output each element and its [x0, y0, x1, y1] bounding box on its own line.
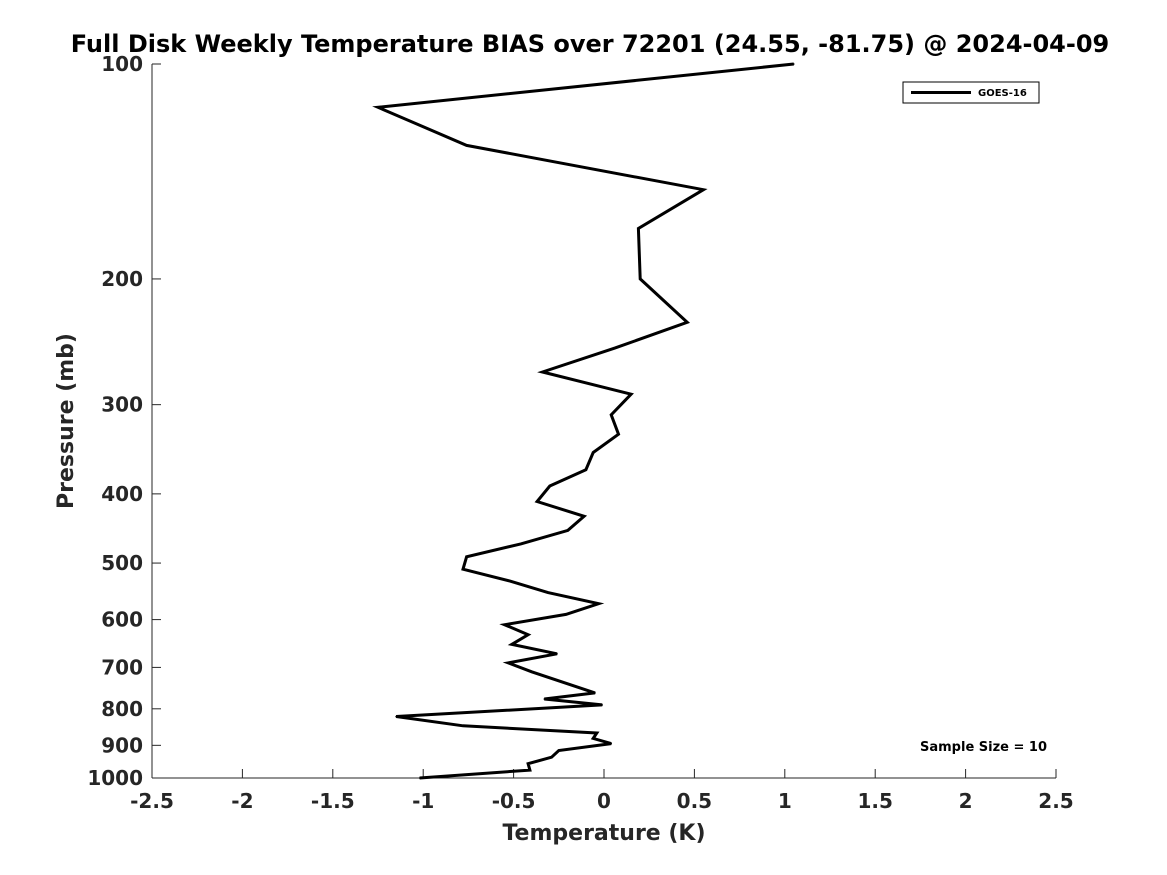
data-point [601, 704, 603, 706]
x-tick-label: -2.5 [130, 789, 174, 813]
legend: GOES-16 [902, 81, 1040, 104]
y-axis-label: Pressure (mb) [54, 333, 79, 509]
x-tick-label: 0.5 [677, 789, 712, 813]
data-point [686, 321, 688, 324]
y-tick-label: 700 [101, 655, 143, 679]
x-tick-label: 0 [597, 789, 611, 813]
data-point [596, 732, 598, 734]
y-tick-label: 500 [101, 551, 143, 575]
data-point [549, 485, 551, 487]
data-point [547, 591, 549, 594]
y-tick-label: 900 [101, 733, 143, 757]
data-point [465, 556, 468, 558]
x-tick-label: 2.5 [1038, 789, 1073, 813]
data-point [567, 529, 569, 532]
data-point [556, 653, 558, 655]
x-axis-label: Temperature (K) [502, 821, 705, 846]
y-tick-label: 600 [101, 608, 143, 632]
y-tick-label: 400 [101, 482, 143, 506]
series-points [377, 63, 795, 779]
data-point [630, 393, 632, 396]
chart-title: Full Disk Weekly Temperature BIAS over 7… [71, 30, 1110, 58]
y-tick-label: 200 [101, 267, 143, 291]
data-point [583, 515, 585, 518]
data-point [530, 671, 533, 673]
data-point [511, 643, 513, 646]
data-point [536, 500, 538, 503]
data-point [585, 468, 587, 471]
data-point [527, 633, 529, 636]
x-tick-label: -2 [231, 789, 253, 813]
data-point [592, 737, 594, 740]
y-ticks: 100 200 300 400 500 600 700 800 900 1000 [87, 52, 161, 790]
data-point [610, 414, 612, 416]
y-tick-label: 1000 [87, 766, 143, 790]
series-line-goes-16 [372, 62, 794, 780]
data-point [614, 347, 616, 349]
data-point [793, 63, 795, 65]
data-point [594, 692, 596, 694]
x-ticks: -2.5 -2 -1.5 -1 -0.5 0 0.5 1 1.5 2 2.5 [130, 769, 1074, 813]
data-point [565, 613, 567, 616]
data-point [465, 144, 468, 147]
x-tick-label: -0.5 [492, 789, 536, 813]
x-tick-label: 1.5 [857, 789, 892, 813]
data-point [543, 698, 546, 700]
data-point [541, 371, 544, 373]
x-tick-label: -1.5 [311, 789, 355, 813]
x-tick-label: -1 [412, 789, 434, 813]
data-point [702, 188, 705, 191]
y-tick-label: 100 [101, 52, 143, 76]
data-point [503, 623, 506, 626]
x-tick-label: 2 [959, 789, 973, 813]
data-point [418, 777, 421, 779]
data-point [377, 106, 379, 109]
data-point [550, 756, 553, 758]
data-point [462, 725, 464, 727]
data-point [529, 769, 531, 771]
data-point [507, 662, 510, 664]
data-point [520, 543, 522, 545]
legend-label-goes-16: GOES-16 [978, 88, 1027, 99]
data-point [597, 602, 600, 605]
data-point [592, 451, 594, 454]
y-tick-label: 300 [101, 393, 143, 417]
data-point [637, 227, 640, 230]
data-point [527, 762, 529, 765]
data-point [617, 433, 620, 436]
data-point [610, 742, 612, 745]
sample-size-annotation: Sample Size = 10 [920, 740, 1047, 755]
data-point [639, 278, 641, 280]
x-tick-label: 1 [778, 789, 792, 813]
data-point [395, 715, 397, 718]
data-point [558, 749, 560, 752]
data-point [509, 580, 511, 582]
y-tick-label: 800 [101, 697, 143, 721]
data-point [462, 568, 464, 570]
